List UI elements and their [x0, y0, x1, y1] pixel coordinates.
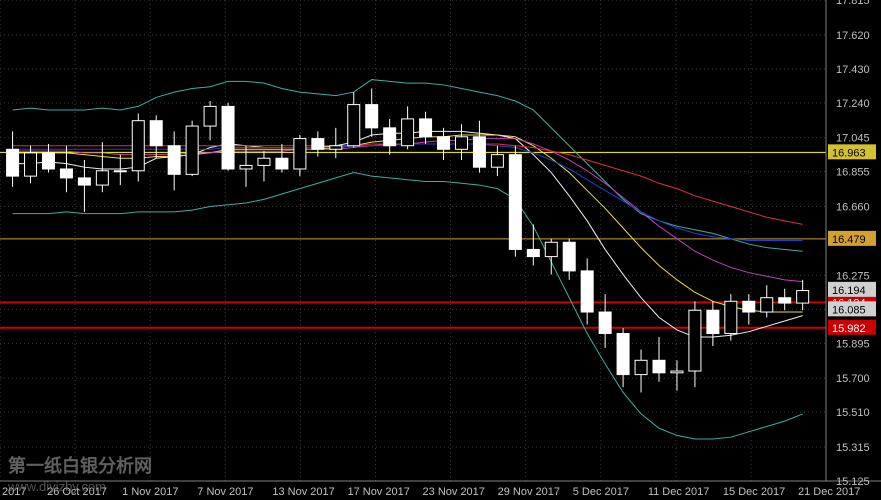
- svg-text:15.700: 15.700: [836, 373, 870, 385]
- svg-text:17 Nov 2017: 17 Nov 2017: [347, 486, 409, 498]
- svg-text:17.240: 17.240: [836, 98, 870, 110]
- svg-text:16.660: 16.660: [836, 202, 870, 214]
- svg-text:2017: 2017: [2, 486, 26, 498]
- svg-text:11 Dec 2017: 11 Dec 2017: [648, 486, 710, 498]
- svg-text:16.855: 16.855: [836, 167, 870, 179]
- svg-text:26 Oct 2017: 26 Oct 2017: [47, 486, 107, 498]
- svg-text:16.479: 16.479: [832, 234, 866, 246]
- svg-text:15.982: 15.982: [832, 323, 866, 335]
- svg-text:16.275: 16.275: [836, 270, 870, 282]
- svg-text:15.895: 15.895: [836, 338, 870, 350]
- svg-text:29 Nov 2017: 29 Nov 2017: [498, 486, 560, 498]
- svg-text:23 Nov 2017: 23 Nov 2017: [423, 486, 485, 498]
- svg-text:15.315: 15.315: [836, 442, 870, 454]
- svg-text:17.045: 17.045: [836, 133, 870, 145]
- svg-text:1 Nov 2017: 1 Nov 2017: [122, 486, 178, 498]
- svg-text:7 Nov 2017: 7 Nov 2017: [197, 486, 253, 498]
- svg-text:16.085: 16.085: [832, 304, 866, 316]
- svg-text:17.620: 17.620: [836, 30, 870, 42]
- svg-text:16.963: 16.963: [832, 147, 866, 159]
- svg-text:21 Dec 2017: 21 Dec 2017: [798, 486, 860, 498]
- svg-text:17.815: 17.815: [836, 0, 870, 7]
- svg-text:15 Dec 2017: 15 Dec 2017: [723, 486, 785, 498]
- svg-text:17.430: 17.430: [836, 64, 870, 76]
- svg-text:16.194: 16.194: [832, 285, 866, 297]
- candlestick-chart[interactable]: 15.12515.31515.51015.70015.89516.08516.2…: [0, 0, 881, 500]
- svg-text:13 Nov 2017: 13 Nov 2017: [272, 486, 334, 498]
- chart-container: 15.12515.31515.51015.70015.89516.08516.2…: [0, 0, 881, 500]
- svg-text:5 Dec 2017: 5 Dec 2017: [573, 486, 629, 498]
- svg-text:15.510: 15.510: [836, 407, 870, 419]
